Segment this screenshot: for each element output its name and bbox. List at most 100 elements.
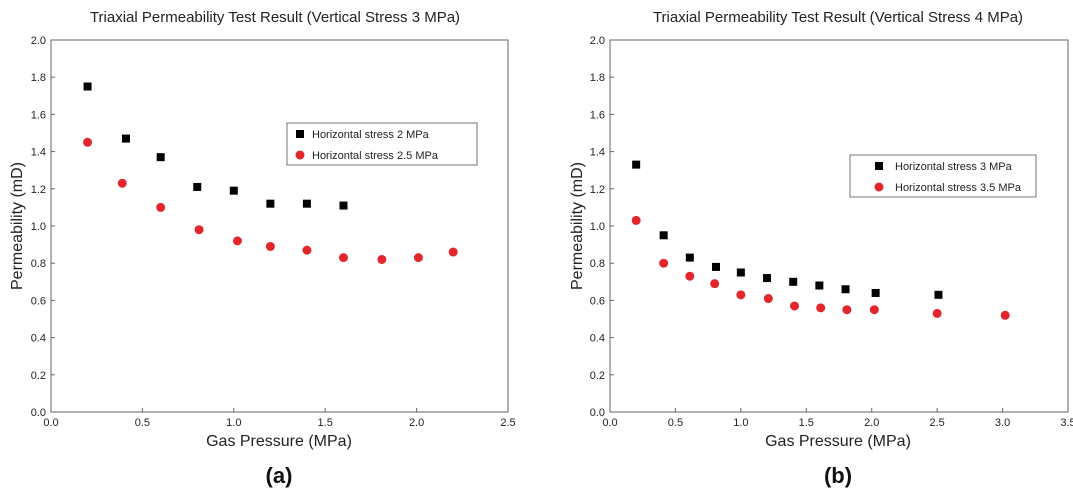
y-tick-label: 0.6: [31, 295, 46, 307]
y-tick-label: 0.6: [590, 295, 605, 307]
legend-marker-square: [875, 162, 883, 170]
y-tick-label: 1.0: [31, 221, 46, 233]
chart-panel-a: Triaxial Permeability Test Result (Verti…: [9, 9, 516, 488]
legend-entry: Horizontal stress 3 MPa: [895, 161, 1013, 173]
chart-title: Triaxial Permeability Test Result (Verti…: [90, 9, 460, 26]
data-point-square: [193, 182, 202, 191]
data-point-square: [934, 290, 943, 299]
data-point-circle: [869, 305, 879, 315]
x-tick-label: 2.0: [409, 417, 424, 429]
data-point-square: [789, 277, 798, 286]
plot-frame: [50, 39, 509, 413]
y-tick-label: 0.2: [590, 370, 605, 382]
y-tick-label: 1.8: [590, 72, 605, 84]
y-tick-label: 0.8: [590, 258, 605, 270]
y-tick-label: 0.0: [590, 407, 605, 419]
x-tick-label: 0.5: [135, 417, 150, 429]
legend-entry: Horizontal stress 2.5 MPa: [312, 150, 439, 162]
panel-caption: (a): [266, 463, 293, 488]
x-tick-label: 3.0: [995, 417, 1010, 429]
y-tick-label: 1.0: [590, 221, 605, 233]
x-tick-label: 2.5: [500, 417, 515, 429]
data-point-circle: [736, 290, 746, 300]
y-tick-label: 2.0: [590, 35, 605, 47]
data-point-square: [871, 288, 880, 297]
y-tick-label: 2.0: [31, 35, 46, 47]
data-point-circle: [338, 253, 348, 263]
data-point-circle: [194, 225, 204, 235]
data-point-circle: [842, 305, 852, 315]
data-point-circle: [710, 279, 720, 289]
y-tick-label: 1.4: [31, 147, 46, 159]
data-point-square: [736, 268, 745, 277]
data-point-square: [763, 274, 772, 283]
legend: Horizontal stress 3 MPa Horizontal stres…: [849, 154, 1037, 198]
data-point-circle: [1000, 310, 1010, 320]
data-point-circle: [932, 308, 942, 318]
data-point-square: [659, 231, 668, 240]
data-points: [83, 82, 458, 264]
data-point-square: [841, 285, 850, 294]
legend-marker-circle: [874, 182, 884, 192]
y-tick-label: 1.4: [590, 147, 605, 159]
y-tick-label: 1.8: [31, 72, 46, 84]
data-point-square: [815, 281, 824, 290]
x-tick-label: 1.0: [733, 417, 748, 429]
legend-entry: Horizontal stress 2 MPa: [312, 129, 430, 141]
data-point-circle: [302, 245, 312, 255]
x-tick-label: 1.5: [318, 417, 333, 429]
y-tick-label: 1.6: [31, 109, 46, 121]
y-tick-label: 1.6: [590, 109, 605, 121]
x-tick-label: 1.5: [799, 417, 814, 429]
chart-panel-b: Triaxial Permeability Test Result (Verti…: [569, 9, 1073, 488]
y-tick-label: 0.2: [31, 370, 46, 382]
data-point-square: [156, 153, 165, 162]
x-axis-label: Gas Pressure (MPa): [765, 433, 911, 450]
legend-marker-square: [296, 130, 304, 138]
x-tick-label: 0.0: [602, 417, 617, 429]
data-point-circle: [685, 271, 695, 281]
y-axis-label: Permeability (mD): [9, 162, 26, 290]
data-point-square: [632, 160, 641, 169]
data-point-square: [711, 262, 720, 271]
data-point-circle: [156, 202, 166, 212]
axes: 0.0 0.5 1.0 1.5 2.0 2.5 3.0 3.5 0.0 0.2 0.4 0.6 0.8 1…: [590, 35, 1073, 429]
data-point-square: [83, 82, 92, 91]
data-point-square: [121, 134, 130, 143]
y-axis-label: Permeability (mD): [569, 162, 586, 290]
legend: Horizontal stress 2 MPa Horizontal stres…: [286, 122, 478, 166]
legend-entry: Horizontal stress 3.5 MPa: [895, 182, 1022, 194]
data-point-circle: [413, 253, 423, 263]
y-tick-label: 0.4: [31, 333, 46, 345]
x-tick-label: 2.0: [864, 417, 879, 429]
data-point-circle: [117, 178, 127, 188]
x-tick-label: 3.5: [1060, 417, 1073, 429]
data-point-square: [266, 199, 275, 208]
y-tick-label: 0.0: [31, 407, 46, 419]
data-point-circle: [763, 294, 773, 304]
data-point-circle: [377, 254, 387, 264]
data-point-circle: [631, 215, 641, 225]
data-points: [631, 160, 1010, 320]
data-point-square: [229, 186, 238, 195]
y-tick-label: 0.4: [590, 333, 605, 345]
axes: 0.0 0.5 1.0 1.5 2.0 2.5 0.0 0.2 0.4 0.6 0.8 1.0 1.2 1…: [31, 35, 516, 429]
y-tick-label: 1.2: [31, 184, 46, 196]
data-point-square: [339, 201, 348, 210]
y-tick-label: 1.2: [590, 184, 605, 196]
data-point-square: [685, 253, 694, 262]
plot-frame: [609, 39, 1069, 413]
panel-caption: (b): [824, 463, 852, 488]
data-point-circle: [232, 236, 242, 246]
x-tick-label: 0.5: [668, 417, 683, 429]
data-point-circle: [659, 258, 669, 268]
legend-box: [286, 122, 478, 166]
data-point-circle: [448, 247, 458, 257]
data-point-circle: [83, 137, 93, 147]
x-tick-label: 2.5: [929, 417, 944, 429]
data-point-square: [302, 199, 311, 208]
x-tick-label: 1.0: [226, 417, 241, 429]
chart-title: Triaxial Permeability Test Result (Verti…: [653, 9, 1023, 26]
data-point-circle: [816, 303, 826, 313]
